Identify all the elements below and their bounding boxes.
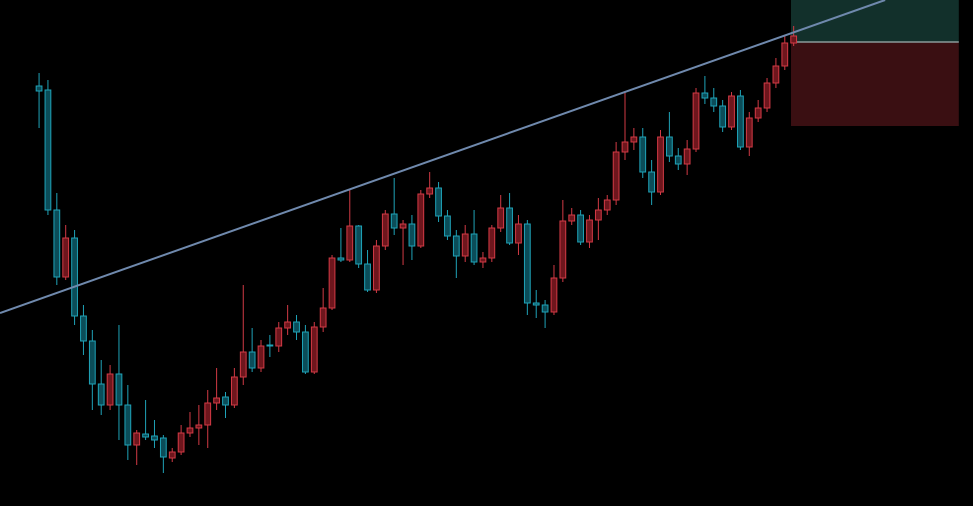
candle-body	[497, 207, 505, 229]
candle-body	[124, 404, 132, 446]
candle-body	[80, 315, 87, 342]
candle-body	[452, 235, 460, 257]
candle-body	[159, 437, 167, 458]
candle-body	[612, 151, 620, 201]
candle-body	[426, 187, 434, 195]
candle-body	[53, 209, 61, 278]
target-zone	[791, 0, 959, 42]
candle-body	[523, 223, 531, 304]
candle-body	[346, 225, 354, 261]
candle-body	[772, 65, 780, 84]
candle-body	[444, 215, 451, 237]
candle-body	[151, 435, 158, 441]
candle-body	[168, 451, 176, 459]
candle-body	[532, 302, 540, 306]
candle-body	[728, 95, 735, 128]
candle-body	[506, 207, 513, 244]
candle-body	[257, 345, 265, 369]
candle-body	[488, 227, 496, 259]
candle-body	[550, 277, 558, 313]
candle-body	[355, 225, 363, 265]
candle-body	[310, 326, 318, 373]
candle-body	[106, 373, 114, 406]
candle-body	[35, 85, 43, 92]
candle-body	[435, 187, 442, 217]
candle-body	[399, 223, 407, 229]
candle-body	[710, 97, 718, 107]
candle-body	[470, 233, 478, 263]
candle-body	[266, 344, 274, 347]
candle-body	[239, 351, 247, 378]
candle-body	[62, 237, 70, 278]
candle-body	[745, 117, 753, 148]
candle-body	[754, 107, 762, 119]
candle-body	[639, 136, 647, 173]
candle-body	[381, 213, 389, 247]
candle-body	[390, 213, 398, 229]
candle-body	[275, 327, 283, 347]
candle-body	[337, 257, 345, 261]
candle-body	[284, 321, 292, 329]
candle-body	[790, 35, 798, 44]
candle-body	[594, 209, 602, 221]
candle-body	[417, 193, 425, 247]
candle-body	[630, 136, 638, 143]
stop-zone	[791, 42, 959, 126]
candle-body	[479, 257, 487, 263]
candle-body	[781, 42, 789, 67]
candle-body	[133, 432, 141, 446]
candle-body	[665, 136, 673, 157]
candle-body	[541, 304, 549, 313]
candle-body	[657, 136, 664, 193]
candle-body	[701, 92, 709, 99]
candle-body	[319, 307, 327, 328]
candle-body	[195, 424, 203, 429]
trend-line	[0, 0, 886, 314]
candle-body	[302, 331, 309, 373]
candle-body	[515, 223, 522, 244]
candle-body	[204, 402, 212, 426]
candle-body	[88, 340, 96, 385]
candle-body	[568, 214, 576, 222]
candle-body	[461, 233, 469, 257]
candle-body	[293, 321, 300, 333]
candle-body	[230, 376, 238, 406]
candle-body	[142, 433, 149, 438]
candle-body	[71, 237, 78, 317]
candle-body	[373, 245, 380, 291]
candle-body	[328, 257, 336, 309]
candle-body	[719, 105, 727, 128]
candle-body	[408, 223, 416, 247]
candle-body	[577, 214, 584, 243]
candle-body	[177, 432, 185, 453]
candle-body	[186, 427, 194, 434]
candle-body	[364, 263, 371, 291]
candle-body	[97, 383, 105, 406]
candle-body	[648, 171, 656, 193]
candle-body	[763, 82, 771, 109]
candle-body	[603, 199, 611, 211]
candle-body	[213, 397, 221, 404]
candle-body	[559, 220, 567, 279]
candle-body	[115, 373, 123, 406]
candle-body	[737, 95, 744, 148]
candle-body	[44, 89, 52, 211]
candle-body	[621, 141, 629, 153]
candle-body	[683, 148, 691, 165]
candle-body	[586, 219, 593, 243]
candle-body	[248, 351, 256, 369]
candle-body	[692, 92, 700, 150]
candle-body	[674, 155, 682, 165]
candle-body	[222, 396, 229, 406]
